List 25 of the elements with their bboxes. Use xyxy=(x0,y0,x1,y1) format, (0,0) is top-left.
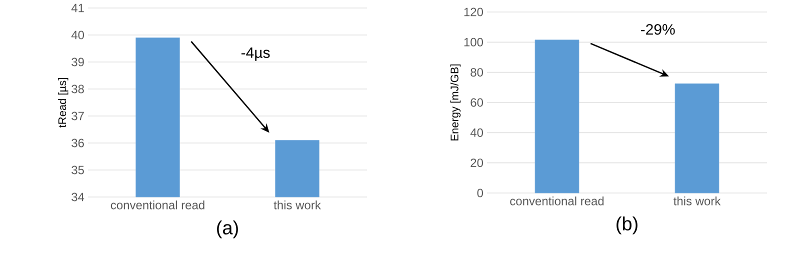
y-tick-label: 60 xyxy=(470,98,484,107)
y-axis-title: tRead [µs] xyxy=(58,78,68,128)
y-tick-label: 40 xyxy=(470,128,484,137)
y-tick-label: 20 xyxy=(470,158,484,168)
annotation: -4µs xyxy=(241,47,270,61)
y-tick-label: 35 xyxy=(72,166,84,174)
y-axis-title: Energy [mJ/GB] xyxy=(450,64,461,140)
y-tick-label: 40 xyxy=(71,30,84,40)
annotation: -29% xyxy=(640,24,675,35)
x-tick-label: conventional read xyxy=(510,196,604,206)
y-tick-label: 41 xyxy=(71,4,84,12)
x-tick-label: conventional read xyxy=(110,200,204,210)
y-tick-label: 100 xyxy=(464,38,484,46)
text: (a) xyxy=(217,220,238,238)
y-tick-label: 0 xyxy=(477,188,484,198)
x-tick-label: this work xyxy=(274,200,321,210)
y-tick-label: 38 xyxy=(72,84,84,94)
y-tick-label: 120 xyxy=(464,8,484,16)
y-tick-label: 34 xyxy=(72,192,84,202)
y-tick-label: 37 xyxy=(72,112,84,120)
y-tick-label: 36 xyxy=(72,138,84,148)
y-tick-label: 80 xyxy=(470,68,484,77)
x-tick-label: this work xyxy=(674,196,721,206)
text: (b) xyxy=(616,216,638,234)
y-tick-label: 39 xyxy=(72,58,84,66)
